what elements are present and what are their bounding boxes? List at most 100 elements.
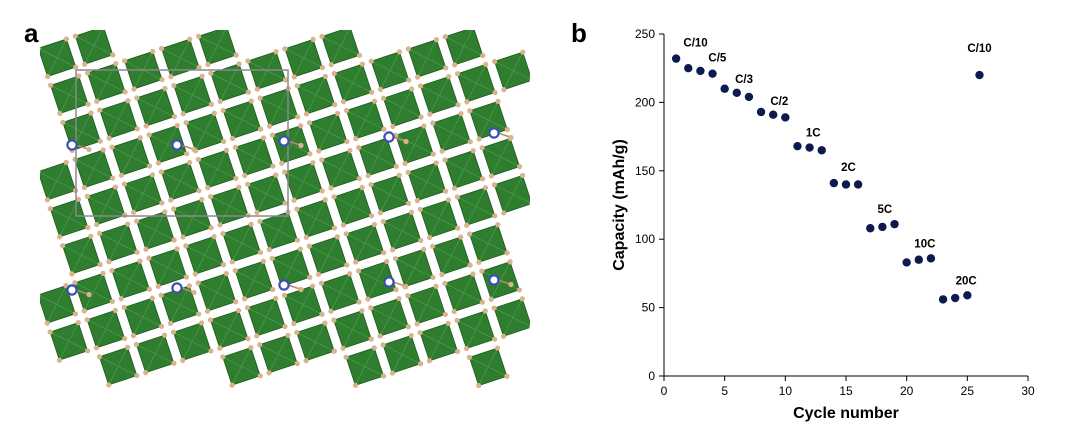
octahedron-edge <box>231 224 252 262</box>
oxygen-atom <box>220 354 226 360</box>
oxygen-atom <box>392 255 399 262</box>
oxygen-atom <box>452 62 458 68</box>
oxygen-atom <box>174 246 180 252</box>
oxygen-atom <box>464 99 470 105</box>
oxygen-atom <box>409 86 415 92</box>
x-tick-label: 15 <box>839 384 853 398</box>
oxygen-atom <box>112 184 119 190</box>
oxygen-atom <box>72 33 78 39</box>
oxygen-atom <box>491 305 497 311</box>
oxygen-atom <box>124 344 131 350</box>
octahedron-edge <box>306 76 326 115</box>
oxygen-atom <box>310 36 316 42</box>
octahedron-edge <box>355 224 375 263</box>
data-point <box>853 180 863 189</box>
octahedron-edge <box>133 297 153 336</box>
oxygen-atom <box>482 185 489 191</box>
oxygen-atom <box>199 320 205 326</box>
oxygen-atom <box>396 295 402 302</box>
oxygen-atom <box>171 360 177 366</box>
octahedron <box>74 30 114 65</box>
oxygen-atom <box>131 209 137 215</box>
octahedron-edge <box>367 261 388 300</box>
oxygen-atom <box>418 114 424 120</box>
octahedron-edge <box>380 175 400 213</box>
oxygen-atom <box>408 209 415 215</box>
oxygen-atom <box>405 46 411 52</box>
octahedron <box>321 30 360 66</box>
octahedron-edge <box>503 175 523 214</box>
octahedron-edge <box>145 334 165 373</box>
oxygen-atom <box>467 108 473 114</box>
oxygen-atom <box>159 77 165 83</box>
octahedron-edge <box>219 187 240 225</box>
oxygen-atom <box>134 372 140 379</box>
cation-atom <box>171 282 183 294</box>
oxygen-atom <box>390 247 396 253</box>
data-point <box>756 107 766 117</box>
oxygen-atom <box>248 221 254 227</box>
oxygen-atom <box>344 262 350 268</box>
oxygen-atom <box>479 145 485 151</box>
oxygen-atom <box>168 197 174 203</box>
oxygen-atom <box>109 175 116 181</box>
oxygen-atom <box>158 45 165 52</box>
oxygen-atom <box>134 126 140 132</box>
octahedron-edge <box>158 125 178 164</box>
oxygen-atom <box>446 74 452 80</box>
oxygen-atom <box>162 85 168 92</box>
oxygen-atom <box>195 280 201 286</box>
x-tick-label: 20 <box>900 384 914 398</box>
oxygen-atom <box>519 172 526 179</box>
oxygen-atom <box>63 36 70 42</box>
oxygen-atom <box>319 188 325 194</box>
oxygen-atom <box>319 157 325 163</box>
oxygen-atom <box>196 311 202 317</box>
oxygen-atom <box>516 163 523 170</box>
oxygen-atom <box>106 258 112 265</box>
panel-label-b: b <box>571 18 587 48</box>
oxygen-atom <box>343 107 350 114</box>
oxygen-atom <box>266 123 273 129</box>
oxygen-atom <box>451 308 457 315</box>
oxygen-atom <box>260 258 266 264</box>
oxygen-atom <box>171 82 177 89</box>
octahedron-edge <box>256 298 276 337</box>
oxygen-atom <box>427 111 433 117</box>
oxygen-atom <box>199 196 205 203</box>
octahedron-edge <box>466 310 486 349</box>
octahedron-edge <box>491 138 511 177</box>
oxygen-atom <box>454 194 460 200</box>
chart-ticks: 0 5 10 15 20 25 30 0 50 100 150 200 250 <box>635 27 1035 398</box>
oxygen-atom <box>306 120 313 126</box>
octahedron-edge <box>478 224 499 263</box>
oxygen-atom <box>414 321 420 327</box>
octahedron-edge <box>466 187 486 226</box>
oxygen-atom <box>463 345 470 352</box>
oxygen-atom <box>365 173 371 179</box>
oxygen-atom <box>405 200 412 207</box>
oxygen-atom <box>159 200 165 206</box>
oxygen-atom <box>254 333 260 339</box>
oxygen-atom <box>406 77 412 83</box>
octahedron-edge <box>182 322 202 361</box>
oxygen-atom <box>208 194 214 200</box>
bond <box>75 289 89 295</box>
oxygen-atom <box>137 135 143 141</box>
oxygen-atom <box>319 64 326 71</box>
oxygen-atom <box>476 382 482 389</box>
oxygen-atom <box>44 73 51 80</box>
oxygen-atom <box>480 52 486 59</box>
oxygen-atom <box>454 71 461 77</box>
oxygen-atom <box>417 330 423 336</box>
oxygen-atom <box>44 320 50 326</box>
x-tick-label: 5 <box>721 384 728 398</box>
oxygen-atom <box>303 234 309 240</box>
oxygen-atom <box>295 114 301 120</box>
oxygen-atom <box>47 329 53 335</box>
oxygen-atom <box>369 89 375 95</box>
oxygen-atom <box>347 271 353 277</box>
oxygen-atom <box>529 78 530 82</box>
oxygen-atom <box>372 98 378 104</box>
octahedron-edge <box>330 30 350 65</box>
